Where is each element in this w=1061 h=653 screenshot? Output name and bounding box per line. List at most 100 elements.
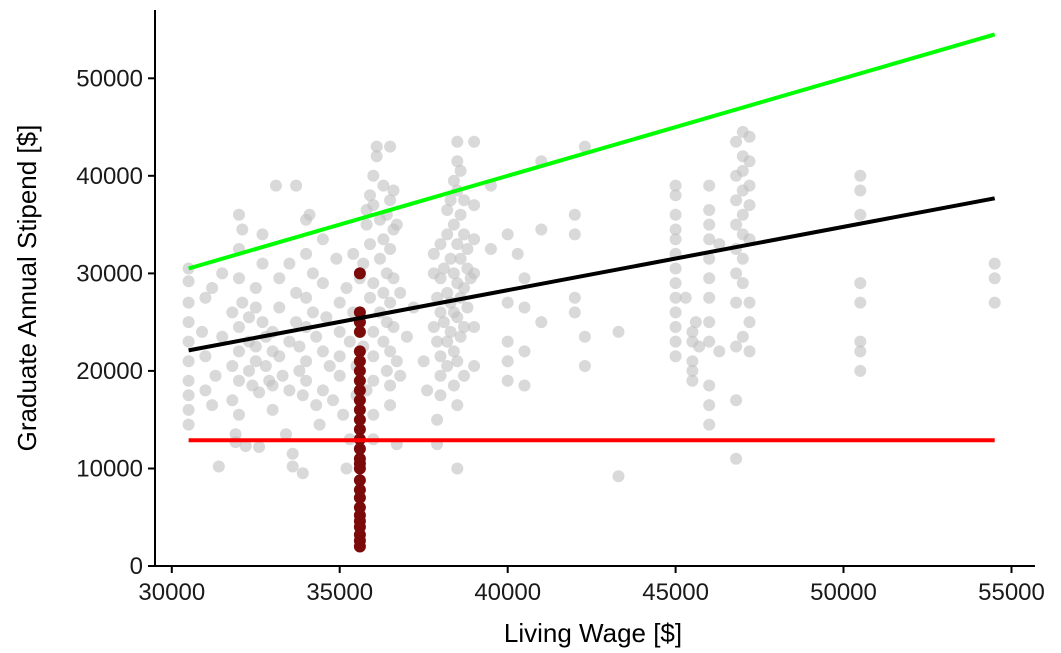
data-point: [316, 384, 329, 397]
x-tick-label: 30000: [138, 579, 205, 606]
data-point: [384, 379, 397, 392]
data-point: [434, 306, 447, 319]
data-point: [384, 140, 397, 153]
data-point: [367, 374, 380, 387]
data-point: [454, 208, 467, 221]
data-point: [612, 470, 625, 483]
data-point: [256, 257, 269, 270]
data-point: [730, 394, 743, 407]
data-point: [743, 296, 756, 309]
data-point: [417, 355, 430, 368]
data-point: [182, 355, 195, 368]
data-point: [854, 296, 867, 309]
highlight-data-point: [353, 462, 366, 475]
highlight-data-point: [353, 540, 366, 553]
data-point: [713, 238, 726, 251]
data-point: [578, 140, 591, 153]
data-point: [216, 267, 229, 280]
data-point: [730, 340, 743, 353]
data-point: [327, 394, 339, 407]
data-point: [743, 130, 756, 143]
data-point: [454, 330, 467, 343]
data-point: [340, 462, 353, 475]
data-point: [578, 360, 591, 372]
data-point: [501, 374, 514, 387]
data-point: [854, 345, 867, 358]
data-point: [387, 272, 400, 285]
highlight-data-point: [353, 306, 366, 319]
data-point: [384, 243, 397, 255]
x-tick-label: 45000: [642, 579, 709, 606]
data-point: [273, 301, 286, 314]
data-point: [501, 355, 514, 368]
data-point: [233, 345, 245, 358]
data-point: [444, 325, 457, 338]
data-point: [535, 316, 548, 329]
data-point: [280, 428, 292, 441]
data-point: [451, 462, 464, 475]
data-point: [196, 325, 208, 338]
data-point: [333, 296, 346, 309]
data-point: [300, 291, 313, 304]
data-point: [854, 208, 867, 221]
data-point: [854, 277, 867, 290]
data-point: [451, 155, 464, 168]
data-point: [394, 369, 407, 382]
data-point: [236, 296, 249, 309]
data-point: [736, 208, 749, 221]
data-point: [669, 277, 682, 290]
data-point: [259, 360, 272, 372]
data-point: [441, 228, 454, 241]
data-point: [431, 291, 444, 304]
data-point: [233, 374, 245, 387]
data-point: [451, 399, 464, 412]
y-tick-label: 20000: [76, 358, 143, 385]
data-point: [434, 350, 447, 363]
x-tick-label: 55000: [978, 579, 1045, 606]
data-point: [357, 257, 370, 270]
data-point: [253, 386, 266, 399]
data-point: [703, 418, 716, 431]
data-point: [347, 247, 360, 260]
data-point: [377, 335, 390, 348]
data-point: [310, 330, 323, 343]
data-point: [669, 291, 682, 304]
data-point: [249, 301, 262, 314]
data-point: [300, 355, 313, 368]
data-point: [199, 384, 212, 397]
data-point: [535, 223, 548, 236]
data-point: [333, 350, 346, 363]
x-axis-title: Living Wage [$]: [504, 618, 682, 648]
data-point: [703, 272, 716, 285]
data-point: [501, 335, 514, 348]
highlight-data-point: [353, 491, 366, 504]
data-point: [686, 374, 699, 387]
data-point: [703, 316, 716, 329]
data-point: [703, 379, 716, 392]
data-point: [340, 282, 353, 294]
data-point: [669, 189, 682, 202]
data-point: [458, 321, 470, 333]
data-point: [730, 135, 743, 148]
highlight-data-point: [353, 423, 366, 436]
data-point: [703, 399, 716, 412]
data-point: [360, 218, 373, 231]
data-point: [458, 228, 470, 241]
data-point: [437, 316, 450, 329]
data-point: [182, 316, 195, 329]
data-point: [330, 252, 343, 265]
data-point: [451, 135, 464, 148]
data-point: [286, 447, 299, 460]
data-point: [273, 350, 286, 363]
data-point: [743, 155, 756, 168]
data-point: [333, 325, 346, 338]
data-point: [384, 399, 397, 412]
data-point: [236, 223, 249, 236]
highlight-data-point: [353, 394, 366, 407]
data-point: [458, 282, 470, 294]
data-point: [367, 408, 380, 421]
data-point: [209, 369, 222, 382]
data-point: [988, 257, 1001, 270]
data-point: [451, 311, 464, 324]
highlight-data-point: [353, 442, 366, 455]
